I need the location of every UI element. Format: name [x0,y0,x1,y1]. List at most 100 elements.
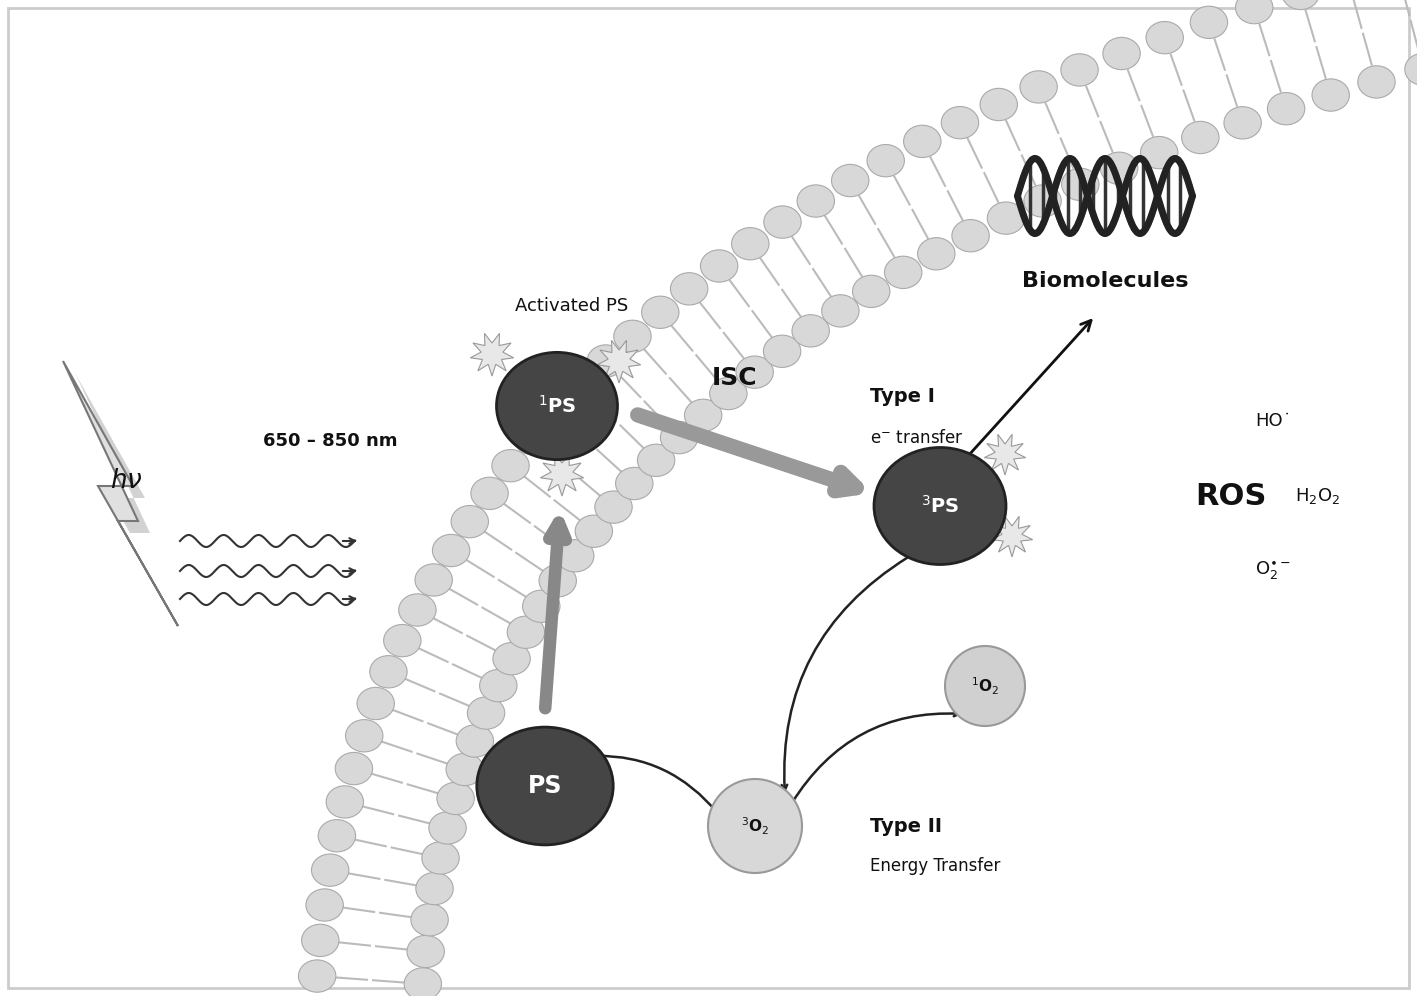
Text: Energy Transfer: Energy Transfer [870,857,1000,875]
Circle shape [945,646,1024,726]
Polygon shape [540,453,584,496]
Ellipse shape [306,888,343,921]
Text: Biomolecules: Biomolecules [1022,271,1189,291]
Ellipse shape [493,642,530,675]
Ellipse shape [429,812,466,844]
Text: O$_2^{\bullet-}$: O$_2^{\bullet-}$ [1255,560,1291,582]
Ellipse shape [684,399,721,431]
Ellipse shape [561,371,599,402]
Ellipse shape [514,422,551,455]
Ellipse shape [1061,54,1098,86]
Ellipse shape [407,935,445,968]
Ellipse shape [952,219,989,252]
Ellipse shape [614,320,652,353]
Ellipse shape [1146,22,1183,54]
Ellipse shape [670,273,708,305]
Ellipse shape [1357,66,1396,98]
Ellipse shape [411,903,448,936]
Ellipse shape [456,725,493,757]
Text: PS: PS [527,774,563,798]
Ellipse shape [700,250,738,282]
Text: $^1$O$_2$: $^1$O$_2$ [971,675,999,696]
Text: ISC: ISC [713,366,758,390]
Circle shape [708,779,802,873]
Ellipse shape [615,467,653,500]
Ellipse shape [470,477,509,510]
Text: $h\nu$: $h\nu$ [109,468,142,494]
Ellipse shape [1024,185,1061,217]
Ellipse shape [710,377,747,409]
Ellipse shape [346,720,383,752]
Ellipse shape [735,356,774,388]
Ellipse shape [764,335,801,368]
Polygon shape [470,334,514,376]
Ellipse shape [642,296,679,329]
Ellipse shape [853,275,890,308]
Text: Type II: Type II [870,817,942,836]
Ellipse shape [792,315,829,347]
Ellipse shape [822,295,859,327]
Ellipse shape [575,515,612,548]
Ellipse shape [1141,136,1178,168]
Ellipse shape [302,924,339,956]
Ellipse shape [451,506,489,538]
Text: ROS: ROS [1195,481,1267,511]
Ellipse shape [492,449,529,482]
Ellipse shape [1224,107,1261,139]
Text: H$_2$O$_2$: H$_2$O$_2$ [1295,486,1340,506]
Ellipse shape [523,591,560,622]
Ellipse shape [1236,0,1272,24]
Text: $^1$PS: $^1$PS [538,395,577,417]
Ellipse shape [988,202,1024,234]
Ellipse shape [326,786,364,818]
Ellipse shape [415,872,453,904]
Ellipse shape [1282,0,1319,10]
Polygon shape [62,361,179,626]
Ellipse shape [587,345,625,377]
Ellipse shape [941,107,979,138]
Ellipse shape [660,421,697,454]
Ellipse shape [1190,6,1227,39]
Ellipse shape [1020,71,1057,103]
Polygon shape [985,434,1026,475]
Ellipse shape [1267,93,1305,124]
Ellipse shape [981,89,1017,121]
Ellipse shape [432,535,470,567]
Ellipse shape [404,968,442,996]
Ellipse shape [1101,152,1138,184]
Ellipse shape [1182,122,1219,153]
Ellipse shape [557,540,594,572]
Ellipse shape [319,820,356,852]
Ellipse shape [299,960,336,992]
Ellipse shape [496,353,618,459]
Text: e$^{-}$ transfer: e$^{-}$ transfer [870,429,964,447]
Ellipse shape [884,256,922,289]
Ellipse shape [422,842,459,874]
Ellipse shape [638,444,674,476]
Text: Activated PS: Activated PS [516,297,629,315]
Ellipse shape [867,144,904,177]
Ellipse shape [1061,168,1100,200]
Text: 650 – 850 nm: 650 – 850 nm [264,432,398,450]
Ellipse shape [446,753,483,786]
Ellipse shape [798,185,835,217]
Ellipse shape [370,655,407,688]
Ellipse shape [415,564,452,597]
Ellipse shape [595,491,632,523]
Ellipse shape [904,125,941,157]
Ellipse shape [1102,38,1141,70]
Text: $^3$PS: $^3$PS [921,495,959,517]
Ellipse shape [312,854,349,886]
Ellipse shape [507,617,544,648]
Ellipse shape [476,727,614,845]
Ellipse shape [764,206,801,238]
Text: HO˙: HO˙ [1255,412,1292,430]
Ellipse shape [1404,53,1417,86]
Ellipse shape [336,752,373,785]
Ellipse shape [479,669,517,702]
Ellipse shape [398,594,436,626]
Polygon shape [598,341,640,383]
Text: Type I: Type I [870,386,935,405]
Ellipse shape [537,396,574,428]
Ellipse shape [731,227,769,260]
